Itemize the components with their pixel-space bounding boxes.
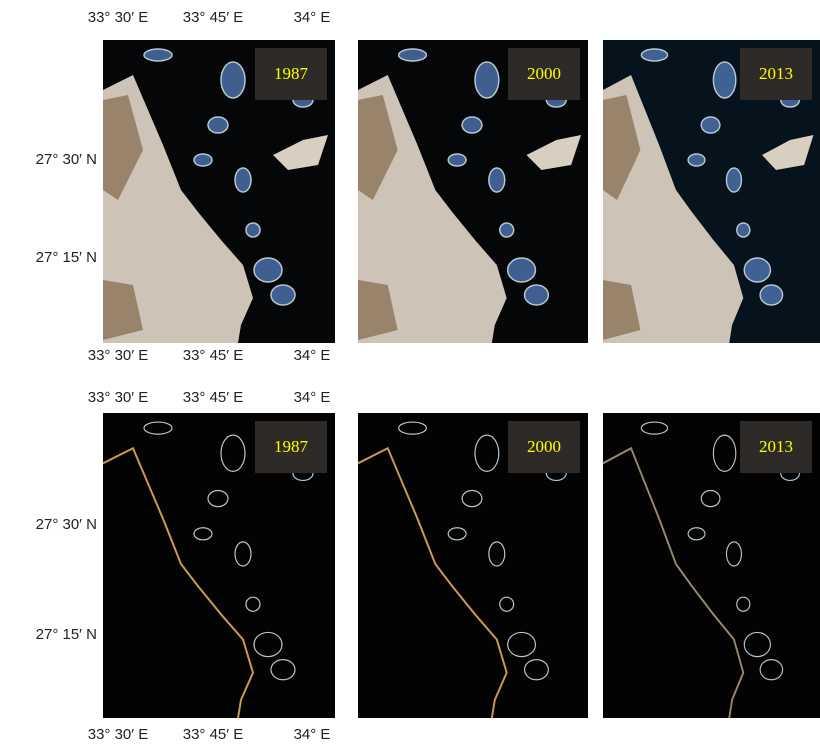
year-label: 2013: [759, 437, 793, 456]
reef: [744, 258, 770, 282]
longitude-label: 33° 30′ E: [88, 389, 149, 406]
longitude-label: 34° E: [294, 389, 331, 406]
reef: [641, 49, 667, 61]
reef: [489, 168, 505, 192]
year-label: 2000: [527, 64, 561, 83]
reef: [221, 62, 245, 98]
latitude-label: 27° 15′ N: [36, 249, 97, 266]
reef: [144, 49, 172, 61]
reef: [194, 154, 212, 166]
reef: [462, 117, 482, 133]
longitude-label: 34° E: [294, 347, 331, 364]
reef: [271, 285, 295, 305]
reef: [713, 62, 735, 98]
year-label: 2013: [759, 64, 793, 83]
figure: 33° 30′ E 33° 45′ E 34° E 33° 30′ E 33° 45′ …: [0, 0, 820, 748]
reef: [235, 168, 251, 192]
longitude-label: 33° 45′ E: [183, 347, 244, 364]
year-label: 1987: [274, 64, 309, 83]
reef: [246, 223, 260, 237]
reef: [726, 168, 741, 192]
reef: [737, 223, 750, 237]
reef: [701, 117, 720, 133]
reef: [508, 258, 536, 282]
reef: [254, 258, 282, 282]
latitude-label: 27° 30′ N: [36, 516, 97, 533]
longitude-label: 33° 30′ E: [88, 726, 149, 743]
reef: [760, 285, 782, 305]
year-label: 2000: [527, 437, 561, 456]
year-label: 1987: [274, 437, 309, 456]
latitude-label: 27° 15′ N: [36, 626, 97, 643]
longitude-label: 33° 30′ E: [88, 9, 149, 26]
reef: [448, 154, 466, 166]
reef: [525, 285, 549, 305]
reef: [475, 62, 499, 98]
latitude-label: 27° 30′ N: [36, 151, 97, 168]
longitude-label: 33° 30′ E: [88, 347, 149, 364]
longitude-label: 33° 45′ E: [183, 726, 244, 743]
longitude-label: 33° 45′ E: [183, 9, 244, 26]
reef: [688, 154, 705, 166]
reef: [399, 49, 427, 61]
longitude-label: 33° 45′ E: [183, 389, 244, 406]
longitude-label: 34° E: [294, 9, 331, 26]
reef: [208, 117, 228, 133]
reef: [500, 223, 514, 237]
longitude-label: 34° E: [294, 726, 331, 743]
